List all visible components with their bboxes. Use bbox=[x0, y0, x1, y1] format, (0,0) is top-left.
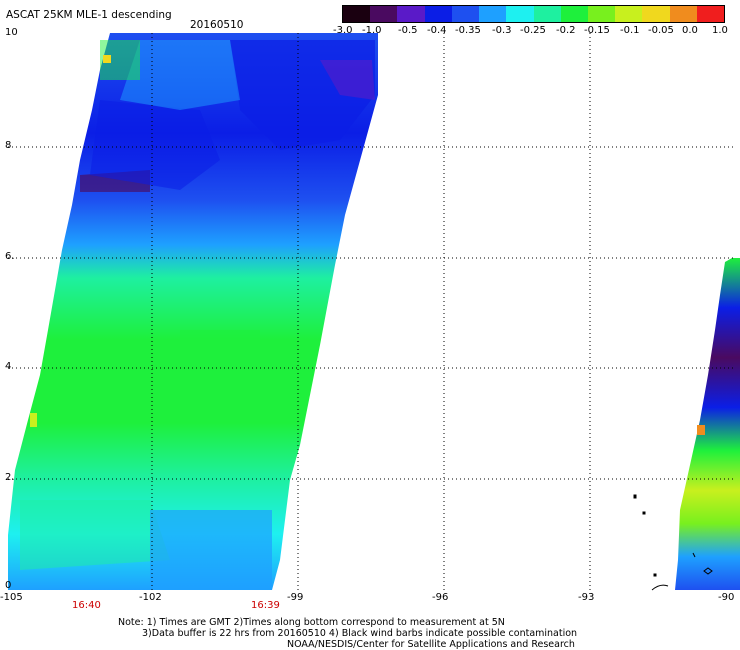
colorbar-label: -0.5 bbox=[398, 25, 418, 36]
swath-patch bbox=[20, 500, 170, 570]
colorbar-swatch bbox=[642, 6, 670, 22]
y-axis-label: 10 bbox=[5, 27, 18, 38]
product-title: ASCAT 25KM MLE-1 descending bbox=[6, 9, 172, 21]
y-axis-label: 6. bbox=[5, 251, 15, 262]
colorbar-label: -0.15 bbox=[584, 25, 610, 36]
colorbar-swatch bbox=[560, 6, 588, 22]
colorbar-swatch bbox=[424, 6, 452, 22]
colorbar-label: -0.1 bbox=[620, 25, 640, 36]
colorbar-label: -0.05 bbox=[648, 25, 674, 36]
pass-time: 16:40 bbox=[72, 600, 101, 611]
colorbar-label: -0.25 bbox=[520, 25, 546, 36]
colorbar-swatch bbox=[479, 6, 507, 22]
colorbar-swatch bbox=[451, 6, 480, 22]
swath-patch bbox=[120, 40, 240, 110]
colorbar-swatch bbox=[669, 6, 697, 22]
coastline bbox=[633, 494, 713, 591]
colorbar-label: -3.0 bbox=[333, 25, 353, 36]
colorbar-swatch bbox=[587, 6, 616, 22]
y-axis-label: 8 bbox=[5, 140, 12, 151]
grid-lines bbox=[8, 33, 735, 590]
colorbar-label: -0.2 bbox=[556, 25, 576, 36]
swath-patch bbox=[90, 100, 220, 190]
x-axis-label: -90 bbox=[718, 592, 735, 603]
y-axis-label: 4 bbox=[5, 361, 12, 372]
colorbar-swatch bbox=[343, 6, 371, 22]
colorbar-swatch bbox=[615, 6, 643, 22]
colorbar-label: 0.0 bbox=[682, 25, 698, 36]
colorbar-swatch bbox=[696, 6, 725, 22]
colorbar-label: -1.0 bbox=[362, 25, 382, 36]
footnote-line-1: Note: 1) Times are GMT 2)Times along bot… bbox=[118, 617, 505, 628]
swath-patch bbox=[150, 510, 272, 590]
footnote-line-3: NOAA/NESDIS/Center for Satellite Applica… bbox=[287, 639, 575, 650]
swath-patch bbox=[100, 40, 140, 80]
pass-time: 16:39 bbox=[251, 600, 280, 611]
y-axis-label: 2. bbox=[5, 472, 15, 483]
x-axis-label: -93 bbox=[578, 592, 595, 603]
colorbar-label: 1.0 bbox=[712, 25, 728, 36]
swath-pixel bbox=[697, 425, 705, 435]
swath-right bbox=[675, 258, 740, 590]
colorbar-swatch bbox=[506, 6, 534, 22]
x-axis-label: -105 bbox=[0, 592, 23, 603]
colorbar-label: -0.4 bbox=[427, 25, 447, 36]
swath-pixel bbox=[103, 55, 111, 63]
swath-pixel bbox=[30, 413, 37, 427]
colorbar-swatch bbox=[533, 6, 561, 22]
product-date: 20160510 bbox=[190, 19, 244, 31]
footnote-line-2: 3)Data buffer is 22 hrs from 20160510 4)… bbox=[142, 628, 578, 639]
x-axis-label: -99 bbox=[287, 592, 304, 603]
swath-patch bbox=[320, 60, 375, 100]
x-axis-label: -102 bbox=[139, 592, 162, 603]
colorbar-swatch bbox=[370, 6, 398, 22]
colorbar-swatch bbox=[397, 6, 425, 22]
swath-patch bbox=[180, 330, 260, 420]
colorbar-label: -0.3 bbox=[492, 25, 512, 36]
y-axis-label: 0 bbox=[5, 580, 12, 591]
colorbar bbox=[342, 5, 725, 23]
x-axis-label: -96 bbox=[432, 592, 449, 603]
colorbar-label: -0.35 bbox=[455, 25, 481, 36]
